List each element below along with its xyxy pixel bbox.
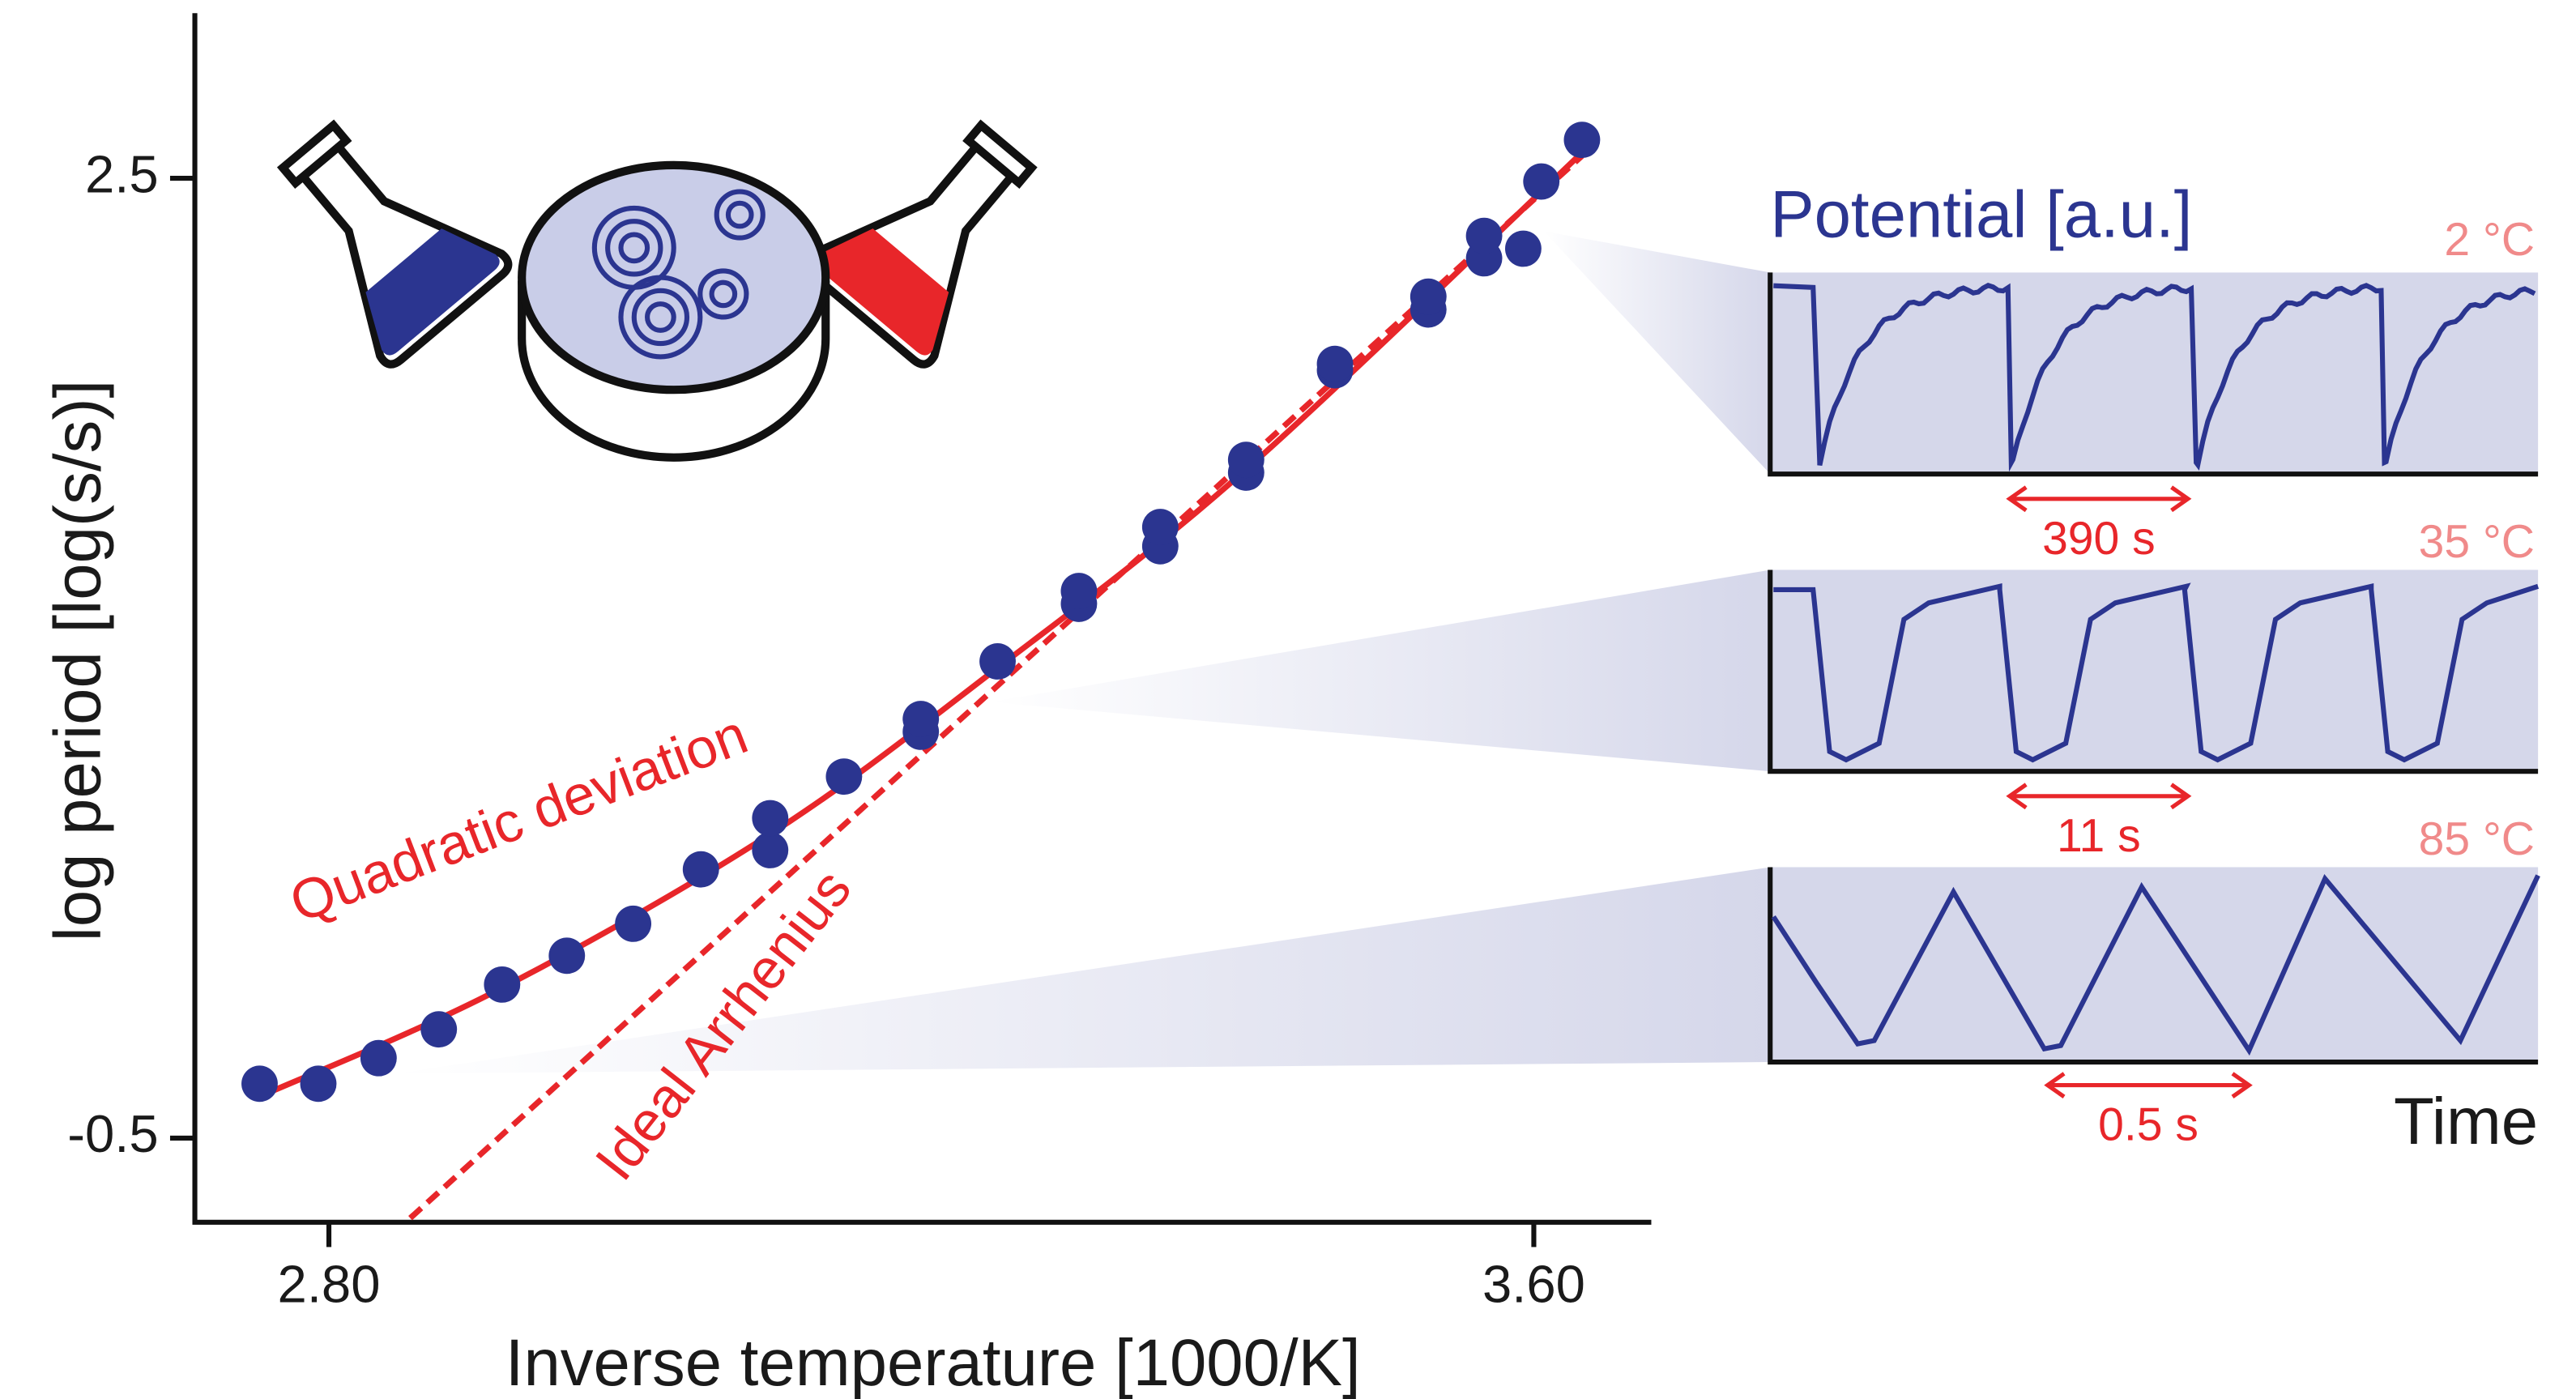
data-point: [752, 800, 789, 837]
data-point: [484, 966, 521, 1003]
inset-panel: [1770, 272, 2539, 475]
axes: [192, 13, 1652, 1225]
red-flask: [802, 119, 1038, 369]
temperature-label: 35 °C: [2419, 516, 2535, 568]
data-point: [902, 701, 940, 738]
data-point: [979, 643, 1016, 680]
data-point: [825, 758, 863, 795]
period-arrow: [2006, 783, 2192, 810]
inset-y-label: Potential [a.u.]: [1770, 178, 2192, 252]
data-point: [752, 832, 789, 868]
period-arrow: [2006, 485, 2192, 513]
data-point: [1563, 122, 1601, 159]
blue-flask: [276, 119, 513, 369]
inset-axes: [1768, 272, 2539, 1065]
temperature-label: 2 °C: [2444, 214, 2535, 266]
temperature-label: 85 °C: [2419, 813, 2535, 865]
petri-dish: [518, 160, 830, 462]
zoom-wedge: [396, 867, 1771, 1074]
inset-x-label: Time: [2394, 1085, 2538, 1158]
data-point: [1410, 278, 1447, 315]
zoom-wedge: [991, 569, 1771, 772]
period-label: 0.5 s: [2098, 1099, 2199, 1151]
zoom-wedge: [1543, 231, 1771, 475]
data-point: [682, 851, 719, 888]
x-tick-label: 2.80: [278, 1255, 381, 1314]
data-point: [548, 937, 586, 975]
illustration: [276, 119, 1038, 462]
data-point: [360, 1039, 397, 1077]
data-point: [1141, 509, 1179, 546]
axis-spine: [192, 13, 1652, 1225]
data-point: [1465, 217, 1503, 254]
data-point: [1227, 441, 1265, 479]
period-label: 11 s: [2057, 810, 2141, 862]
data-point: [420, 1011, 458, 1048]
x-axis-label: Inverse temperature [1000/K]: [505, 1326, 1361, 1399]
inset-group: [396, 231, 2539, 1074]
x-tick-label: 3.60: [1482, 1255, 1585, 1314]
inset-panel: [1770, 867, 2539, 1063]
inset-panel: [1770, 569, 2539, 772]
trace-2c: [1773, 283, 2536, 472]
y-axis-label: log period [log(s/s)]: [41, 380, 114, 941]
data-point: [1504, 230, 1542, 267]
data-point: [1060, 573, 1098, 610]
data-point: [241, 1065, 278, 1103]
period-label: 390 s: [2042, 513, 2156, 565]
y-tick-label: 2.5: [85, 144, 159, 203]
data-point: [615, 905, 652, 942]
y-tick-label: -0.5: [67, 1104, 158, 1163]
trace-35c: [1773, 582, 2540, 763]
data-point: [300, 1065, 337, 1103]
data-point: [1523, 163, 1560, 200]
trace-85c: [1771, 873, 2540, 1056]
period-arrow: [2044, 1072, 2253, 1098]
annotation: Quadratic deviation: [281, 702, 755, 935]
data-point: [1316, 345, 1354, 382]
arrhenius-line: [408, 153, 1584, 1221]
